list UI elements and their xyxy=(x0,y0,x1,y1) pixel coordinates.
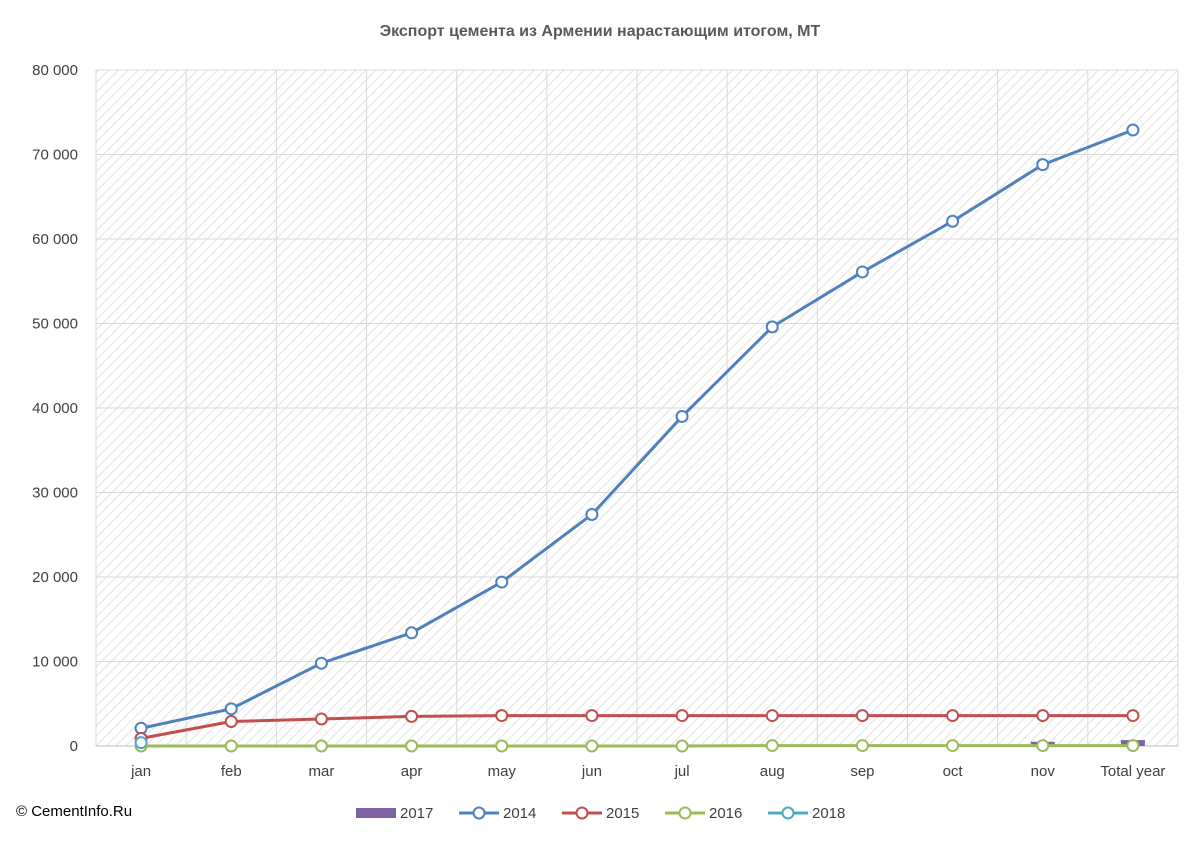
x-axis-tick-labels: jan feb mar apr may jun jul aug sep oct nov Total y… xyxy=(130,763,1165,780)
point-2014 xyxy=(675,409,689,423)
point-2016 xyxy=(1036,739,1050,753)
y-tick-label: 20 000 xyxy=(32,569,78,586)
point-2014 xyxy=(585,507,599,521)
legend: 2017 2014 2015 2016 2018 xyxy=(356,805,845,822)
series-2018 xyxy=(134,736,148,750)
y-tick-label: 30 000 xyxy=(32,485,78,502)
point-2014 xyxy=(314,656,328,670)
point-2014 xyxy=(765,320,779,334)
x-tick-label: apr xyxy=(401,763,423,780)
point-2016 xyxy=(495,739,509,753)
point-2015 xyxy=(946,709,960,723)
y-tick-label: 60 000 xyxy=(32,231,78,248)
legend-marker xyxy=(678,806,692,820)
point-2016 xyxy=(675,739,689,753)
point-2016 xyxy=(314,739,328,753)
copyright-label: © CementInfo.Ru xyxy=(16,803,133,820)
point-2015 xyxy=(1126,709,1140,723)
point-2016 xyxy=(855,739,869,753)
x-tick-label: mar xyxy=(308,763,334,780)
x-tick-label: jan xyxy=(130,763,151,780)
y-tick-label: 40 000 xyxy=(32,400,78,417)
point-2016 xyxy=(405,739,419,753)
y-tick-label: 50 000 xyxy=(32,316,78,333)
point-2015 xyxy=(585,709,599,723)
y-tick-label: 70 000 xyxy=(32,147,78,164)
point-2016 xyxy=(765,739,779,753)
legend-item-2014: 2014 xyxy=(459,805,536,822)
x-tick-label: may xyxy=(488,763,517,780)
point-2014 xyxy=(224,702,238,716)
y-tick-label: 0 xyxy=(70,738,78,755)
legend-item-2016: 2016 xyxy=(665,805,742,822)
legend-marker xyxy=(575,806,589,820)
legend-item-2017: 2017 xyxy=(356,805,433,822)
point-2015 xyxy=(675,709,689,723)
point-2015 xyxy=(495,709,509,723)
chart-title: Экспорт цемента из Армении нарастающим и… xyxy=(380,23,821,40)
legend-marker xyxy=(781,806,795,820)
point-2016 xyxy=(1126,739,1140,753)
legend-item-2015: 2015 xyxy=(562,805,639,822)
legend-label: 2017 xyxy=(400,805,433,822)
point-2015 xyxy=(224,714,238,728)
y-axis-tick-labels: 0 10 000 20 000 30 000 40 000 50 000 60 000 70 … xyxy=(32,62,78,755)
point-2014 xyxy=(405,626,419,640)
y-tick-label: 10 000 xyxy=(32,654,78,671)
x-tick-label: Total year xyxy=(1100,763,1165,780)
point-2015 xyxy=(855,709,869,723)
point-2014 xyxy=(855,265,869,279)
legend-marker xyxy=(472,806,486,820)
legend-item-2018: 2018 xyxy=(768,805,845,822)
x-tick-label: sep xyxy=(850,763,874,780)
line-series xyxy=(134,123,1140,753)
x-tick-label: nov xyxy=(1031,763,1056,780)
point-2015 xyxy=(1036,709,1050,723)
point-2014 xyxy=(495,575,509,589)
x-tick-label: jul xyxy=(674,763,690,780)
point-2018 xyxy=(134,736,148,750)
point-2015 xyxy=(765,709,779,723)
point-2014 xyxy=(946,214,960,228)
legend-swatch xyxy=(356,808,396,818)
point-2016 xyxy=(946,739,960,753)
point-2016 xyxy=(585,739,599,753)
x-tick-label: oct xyxy=(943,763,964,780)
series-2015 xyxy=(134,709,1140,745)
line-2015 xyxy=(140,714,1133,740)
x-tick-label: feb xyxy=(221,763,242,780)
y-tick-label: 80 000 xyxy=(32,62,78,79)
legend-label: 2015 xyxy=(606,805,639,822)
series-2014 xyxy=(134,123,1140,735)
x-tick-label: jun xyxy=(581,763,602,780)
line-2014 xyxy=(140,128,1134,730)
point-2014 xyxy=(1036,158,1050,172)
point-2015 xyxy=(405,709,419,723)
point-2016 xyxy=(224,739,238,753)
legend-label: 2016 xyxy=(709,805,742,822)
point-2014 xyxy=(1126,123,1140,137)
x-tick-label: aug xyxy=(760,763,785,780)
point-2015 xyxy=(314,712,328,726)
legend-label: 2018 xyxy=(812,805,845,822)
legend-label: 2014 xyxy=(503,805,536,822)
